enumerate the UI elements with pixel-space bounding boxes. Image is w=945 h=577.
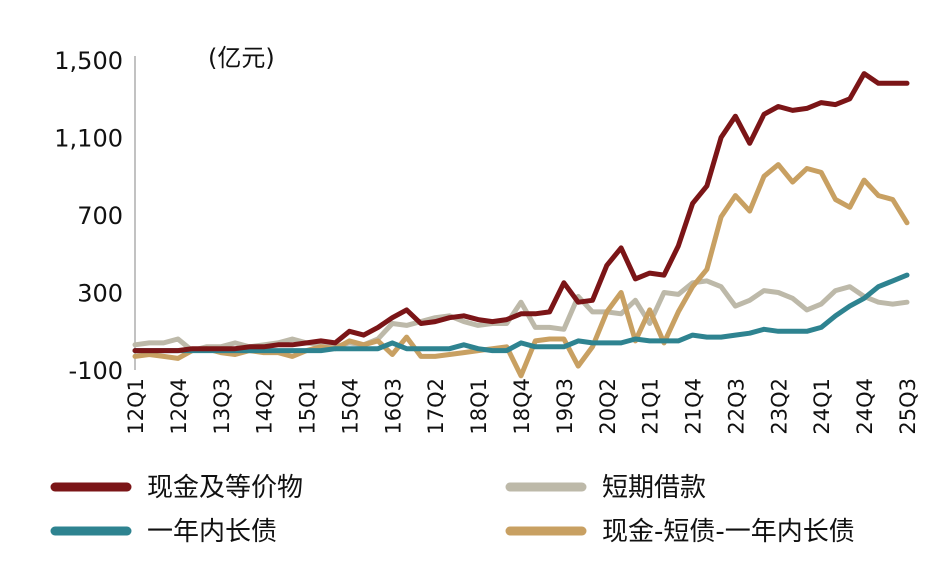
x-tick-label: 14Q2 <box>253 378 277 435</box>
x-tick-label: 23Q2 <box>767 378 791 435</box>
y-tick-label: 1,100 <box>54 125 123 153</box>
x-tick-label: 20Q2 <box>596 378 620 435</box>
x-tick-label: 16Q3 <box>381 378 405 435</box>
x-tick-label: 17Q2 <box>424 378 448 435</box>
legend-label: 一年内长债 <box>147 517 277 547</box>
unit-label: (亿元) <box>208 44 275 72</box>
legend-label: 现金及等价物 <box>147 473 303 503</box>
x-tick-label: 19Q3 <box>553 378 577 435</box>
y-tick-label: 700 <box>77 202 123 230</box>
x-tick-label: 21Q4 <box>682 378 706 435</box>
y-tick-label: 300 <box>77 280 123 308</box>
x-tick-label: 18Q4 <box>510 378 534 435</box>
y-tick-label: -100 <box>69 357 123 385</box>
x-tick-label: 25Q3 <box>896 378 920 435</box>
x-tick-label: 24Q4 <box>853 378 877 435</box>
x-tick-label: 15Q1 <box>296 378 320 435</box>
x-tick-label: 18Q1 <box>467 378 491 435</box>
series-line-2 <box>132 272 910 354</box>
legend-label: 现金-短债-一年内长债 <box>602 517 855 547</box>
x-tick-label: 12Q4 <box>167 378 191 435</box>
y-tick-label: 1,500 <box>54 47 123 75</box>
x-tick-label: 15Q4 <box>338 378 362 435</box>
x-tick-label: 21Q1 <box>639 378 663 435</box>
x-tick-label: 12Q1 <box>124 378 148 435</box>
x-tick-label: 13Q3 <box>210 378 234 435</box>
series-line-0 <box>132 71 910 354</box>
legend-label: 短期借款 <box>602 473 706 503</box>
plot-area: -100 300 700 1,100 1,500 12Q1 12Q4 13Q3 14Q2 15Q1… <box>54 47 920 435</box>
x-tick-label: 22Q3 <box>724 378 748 435</box>
x-tick-label: 24Q1 <box>810 378 834 435</box>
